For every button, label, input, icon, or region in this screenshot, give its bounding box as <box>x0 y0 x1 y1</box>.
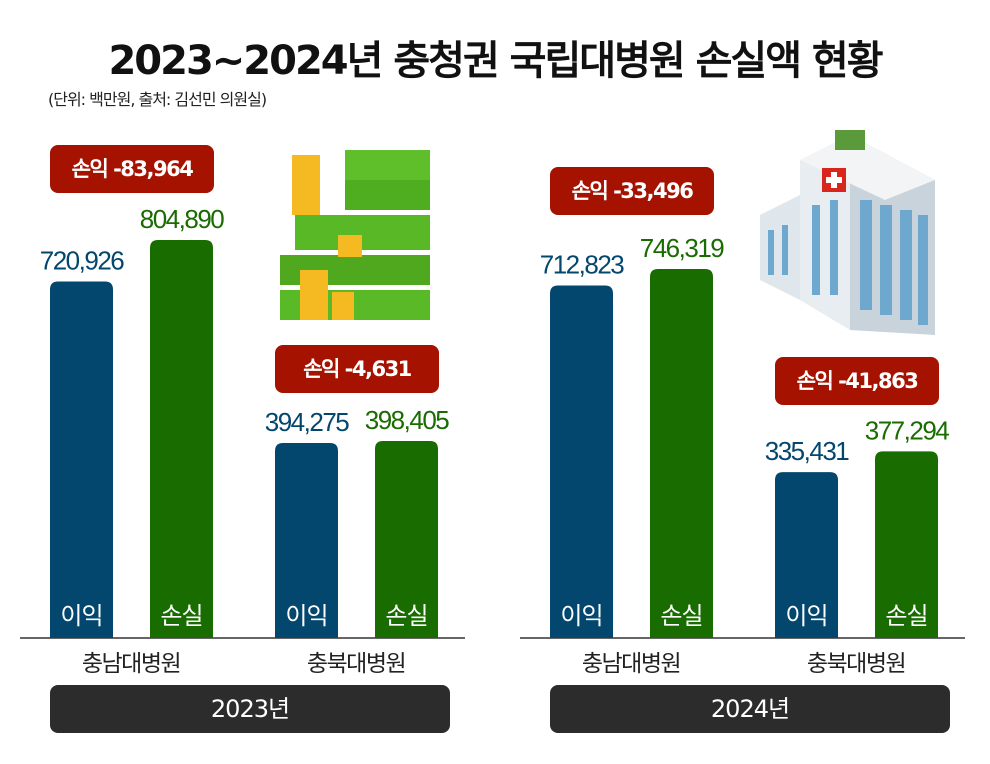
data-label: 335,431 <box>765 436 850 466</box>
bar-loss <box>150 240 213 638</box>
category-label: 충남대병원 <box>82 651 180 677</box>
bar-series-label: 이익 <box>560 602 602 630</box>
category-label: 충남대병원 <box>582 651 680 677</box>
subtitle: (단위: 백만원, 출처: 김선민 의원실) <box>48 90 267 109</box>
bar-series-label: 손실 <box>385 602 427 630</box>
year-label: 2024년 <box>550 685 950 733</box>
page-title: 2023~2024년 충청권 국립대병원 손실액 현황 <box>108 38 883 84</box>
year-label: 2023년 <box>50 685 450 733</box>
difference-badge: 손익 -33,496 <box>550 167 714 215</box>
bar-series-label: 이익 <box>285 602 327 630</box>
data-label: 712,823 <box>540 250 625 280</box>
hospital-building-icon <box>760 130 935 335</box>
data-label: 746,319 <box>640 233 725 263</box>
difference-badge: 손익 -83,964 <box>50 145 214 193</box>
data-label: 398,405 <box>365 405 450 435</box>
data-label: 720,926 <box>40 246 125 276</box>
bar-income <box>275 443 338 638</box>
data-label: 804,890 <box>140 204 225 234</box>
bar-loss <box>375 440 438 638</box>
bar-income <box>550 285 613 638</box>
data-label: 394,275 <box>265 407 350 437</box>
bar-loss <box>875 451 938 638</box>
data-label: 377,294 <box>865 415 950 445</box>
bar-series-label: 손실 <box>885 602 927 630</box>
bar-series-label: 이익 <box>785 602 827 630</box>
bar-loss <box>650 268 713 638</box>
difference-badge: 손익 -4,631 <box>275 345 439 393</box>
category-label: 충북대병원 <box>307 651 405 677</box>
category-label: 충북대병원 <box>807 651 905 677</box>
bar-income <box>50 281 113 638</box>
money-stack-icon <box>280 150 430 320</box>
bar-series-label: 손실 <box>660 602 702 630</box>
bar-series-label: 이익 <box>60 602 102 630</box>
difference-badge: 손익 -41,863 <box>775 357 939 405</box>
bar-income <box>775 472 838 638</box>
bar-series-label: 손실 <box>160 602 202 630</box>
